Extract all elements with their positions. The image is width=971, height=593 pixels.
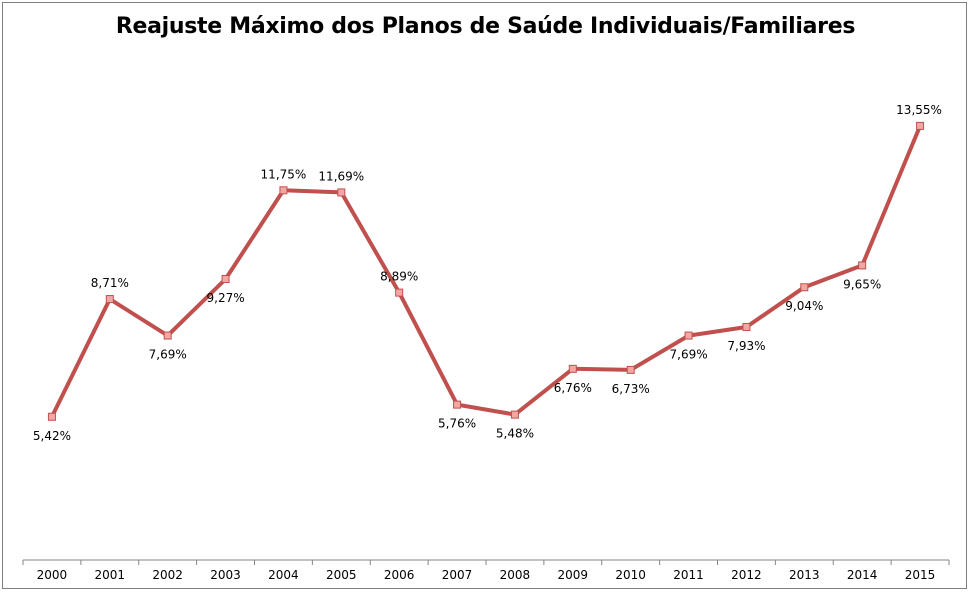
data-point-marker — [47, 412, 56, 421]
data-point-marker — [105, 295, 114, 304]
x-tick-label: 2013 — [789, 568, 820, 582]
series-line-layer — [49, 123, 923, 419]
data-point-marker — [453, 400, 462, 409]
data-label: 11,69% — [318, 169, 364, 183]
data-label: 5,76% — [438, 417, 476, 431]
data-label: 6,76% — [554, 381, 592, 395]
data-label-layer: 5,42% 8,71% 7,69% 9,27% 11,75% 11,69% 8,89% 5,7… — [33, 103, 942, 443]
data-point-marker — [684, 331, 693, 340]
x-tick-label: 2007 — [442, 568, 473, 582]
data-label: 6,73% — [612, 382, 650, 396]
x-tick-label: 2001 — [95, 568, 126, 582]
data-label: 8,89% — [380, 270, 418, 284]
x-tick-label: 2003 — [210, 568, 241, 582]
data-label: 5,42% — [33, 429, 71, 443]
x-tick-label: 2006 — [384, 568, 415, 582]
data-point-marker — [626, 365, 635, 374]
data-point-marker — [800, 283, 809, 292]
data-point-marker — [742, 322, 751, 331]
chart-title: Reajuste Máximo dos Planos de Saúde Indi… — [115, 14, 856, 39]
x-tick-label: 2015 — [905, 568, 936, 582]
data-label: 9,65% — [843, 277, 881, 291]
data-point-marker — [395, 288, 404, 297]
x-axis: 2000 2001 2002 2003 2004 2005 2006 2007 2008 2009… — [22, 559, 950, 582]
data-label: 7,69% — [670, 348, 708, 362]
data-label: 9,04% — [785, 299, 823, 313]
x-tick-label: 2004 — [268, 568, 299, 582]
x-tick-label: 2002 — [152, 568, 183, 582]
data-label: 7,69% — [149, 348, 187, 362]
data-point-marker — [510, 410, 519, 419]
data-label: 13,55% — [896, 103, 942, 117]
x-tick-label: 2014 — [847, 568, 878, 582]
x-tick-label: 2010 — [615, 568, 646, 582]
data-point-marker — [916, 121, 925, 130]
x-tick-label: 2011 — [673, 568, 704, 582]
data-label: 7,93% — [727, 339, 765, 353]
data-label: 8,71% — [91, 276, 129, 290]
x-tick-label: 2009 — [558, 568, 589, 582]
data-point-marker — [221, 275, 230, 284]
x-tick-label: 2005 — [326, 568, 357, 582]
data-label: 9,27% — [207, 291, 245, 305]
x-tick-label: 2008 — [500, 568, 531, 582]
data-label: 5,48% — [496, 427, 534, 441]
x-tick-label: 2012 — [731, 568, 762, 582]
series-line — [49, 123, 923, 419]
data-point-marker — [163, 331, 172, 340]
marker-layer — [47, 121, 925, 421]
data-point-marker — [858, 261, 867, 270]
data-point-marker — [279, 186, 288, 195]
data-point-marker — [568, 364, 577, 373]
data-point-marker — [337, 188, 346, 197]
data-label: 11,75% — [261, 167, 307, 181]
x-tick-label: 2000 — [37, 568, 68, 582]
